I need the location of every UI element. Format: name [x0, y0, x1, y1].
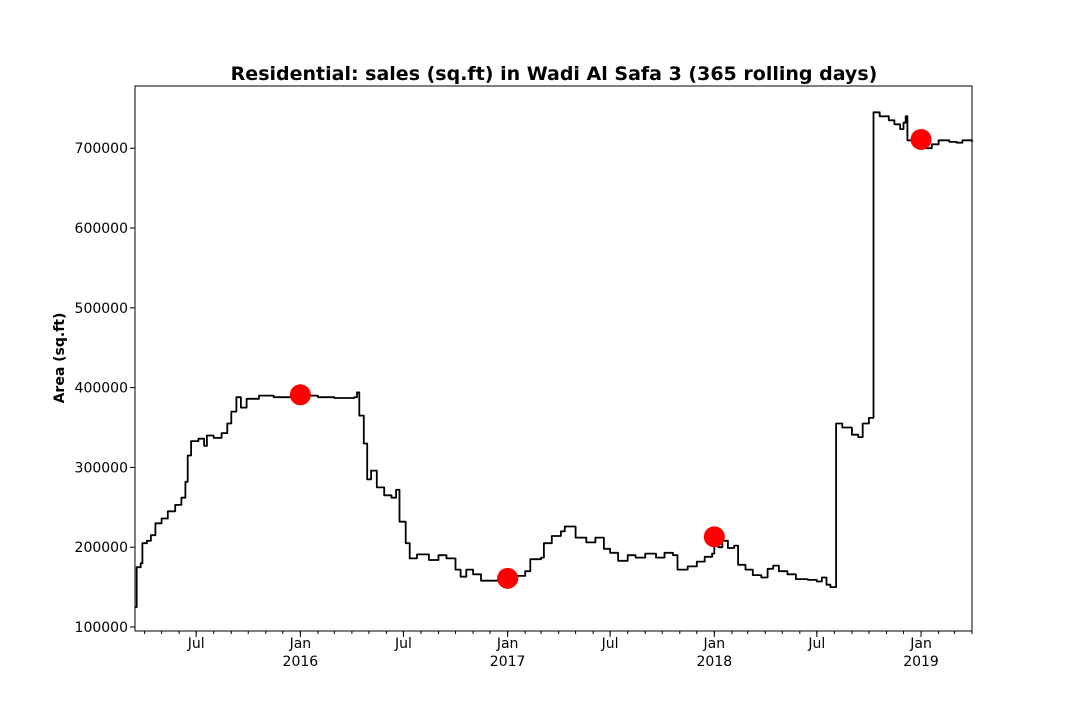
- y-tick-label: 500000: [75, 301, 128, 317]
- y-axis-ticks: 100000 200000 300000 400000 500000 600000 7000…: [75, 141, 135, 636]
- data-marker: [289, 384, 311, 406]
- x-tick-year-label: 2018: [697, 654, 733, 670]
- y-tick-label: 400000: [75, 381, 128, 397]
- x-tick-year-label: 2016: [283, 654, 319, 670]
- x-tick-label: Jan: [496, 636, 519, 652]
- data-marker: [910, 128, 932, 150]
- chart-title: Residential: sales (sq.ft) in Wadi Al Sa…: [231, 63, 878, 85]
- x-tick-label: Jan: [289, 636, 312, 652]
- x-tick-label: Jul: [807, 636, 825, 652]
- x-tick-label: Jan: [703, 636, 726, 652]
- data-marker: [703, 526, 725, 548]
- markers: [289, 128, 932, 589]
- x-tick-label: Jul: [187, 636, 205, 652]
- plot-area-frame: [134, 85, 973, 632]
- x-tick-year-label: 2019: [903, 654, 939, 670]
- y-tick-label: 700000: [75, 141, 128, 157]
- series-line: [135, 111, 973, 608]
- x-tick-label: Jan: [909, 636, 932, 652]
- x-tick-label: Jul: [394, 636, 412, 652]
- data-marker: [497, 567, 519, 589]
- y-axis-label: Area (sq.ft): [52, 313, 68, 404]
- x-tick-year-label: 2017: [490, 654, 526, 670]
- x-tick-label: Jul: [601, 636, 619, 652]
- y-tick-label: 600000: [75, 221, 128, 237]
- y-tick-label: 100000: [75, 620, 128, 636]
- x-axis-ticks: Jul Jan 2016 Jul Jan 2017 Jul Jan 2018 Jul Jan 2019: [187, 631, 939, 670]
- y-tick-label: 300000: [75, 460, 128, 476]
- y-tick-label: 200000: [75, 540, 128, 556]
